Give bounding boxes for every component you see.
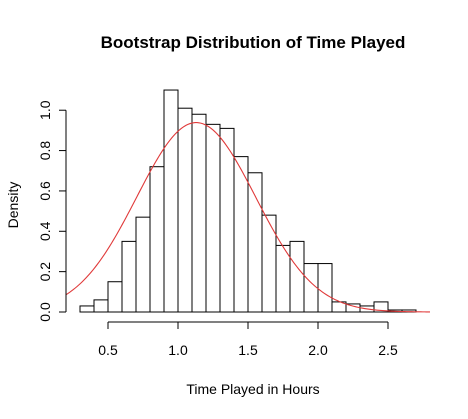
histogram-bar — [233, 156, 249, 313]
x-tick-label: 2.5 — [378, 342, 398, 358]
y-axis: 0.0 0.2 0.4 0.6 0.8 1.0 — [37, 100, 67, 322]
histogram-bar — [93, 299, 109, 313]
histogram-bar — [317, 263, 333, 313]
x-axis-label: Time Played in Hours — [186, 381, 319, 397]
chart-title: Bootstrap Distribution of Time Played — [101, 33, 406, 52]
histogram-bar — [373, 301, 389, 313]
x-axis: 0.5 1.0 1.5 2.0 2.5 — [98, 321, 398, 358]
histogram-bar — [275, 244, 291, 313]
histogram-bar — [247, 172, 263, 313]
histogram-bar — [79, 305, 95, 313]
histogram-bar — [149, 166, 165, 313]
histogram-bar — [121, 240, 137, 313]
y-tick-label: 0.6 — [37, 181, 53, 201]
histogram-bar — [107, 281, 123, 313]
histogram-bar — [163, 89, 179, 313]
histogram-bar — [289, 240, 305, 313]
histogram-bar — [219, 127, 235, 313]
histogram-bar — [177, 107, 193, 313]
y-tick-label: 1.0 — [37, 100, 53, 120]
histogram-bar — [135, 216, 151, 313]
x-tick-label: 1.5 — [238, 342, 258, 358]
histogram-bar — [261, 214, 277, 313]
x-tick-label: 2.0 — [308, 342, 328, 358]
x-tick-label: 0.5 — [98, 342, 118, 358]
y-tick-label: 0.2 — [37, 262, 53, 282]
y-tick-label: 0.8 — [37, 141, 53, 161]
histogram-bars — [79, 89, 417, 313]
x-tick-label: 1.0 — [168, 342, 188, 358]
histogram-bar — [205, 123, 221, 313]
y-tick-label: 0.0 — [37, 302, 53, 322]
y-axis-label: Density — [5, 182, 21, 229]
y-tick-label: 0.4 — [37, 221, 53, 241]
density-curve — [65, 122, 431, 313]
histogram-bar — [191, 113, 207, 313]
histogram-bar — [303, 263, 319, 313]
